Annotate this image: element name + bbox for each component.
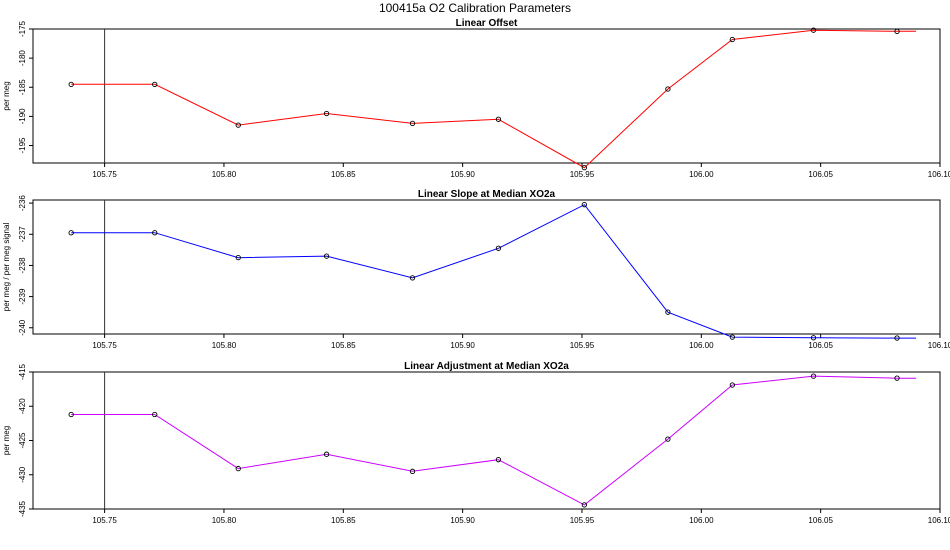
- plot-frame: [32, 371, 941, 510]
- data-point: [495, 457, 502, 463]
- x-tick-label: 105.85: [331, 341, 356, 350]
- y-tick-label: -435: [18, 500, 27, 517]
- data-point: [68, 230, 74, 236]
- panel-1: Linear Offset 105.75 105.80 105.85 105.90 105…: [2, 18, 950, 179]
- y-tick-label: -420: [18, 398, 27, 415]
- panel-title: Linear Offset: [456, 18, 518, 29]
- data-point: [581, 202, 588, 208]
- x-tick-label: 105.90: [450, 341, 475, 350]
- y-axis-label: per meg: [2, 81, 11, 110]
- data-point: [235, 122, 241, 128]
- x-tick-label: 105.90: [450, 170, 475, 179]
- y-tick-label: -239: [18, 288, 27, 305]
- data-point: [894, 335, 900, 341]
- y-tick-label: -190: [18, 108, 27, 125]
- x-tick-label: 106.05: [808, 516, 833, 525]
- series-line: [71, 29, 917, 169]
- data-point: [665, 86, 671, 92]
- data-point: [665, 436, 671, 442]
- x-tick-label: 105.95: [570, 170, 595, 179]
- y-tick-label: -180: [18, 50, 27, 67]
- x-tick-label: 105.95: [570, 516, 595, 525]
- y-tick-label: -185: [18, 79, 27, 96]
- data-point: [409, 120, 416, 127]
- panel-title: Linear Slope at Median XO2a: [418, 189, 556, 200]
- data-point: [323, 253, 330, 259]
- y-tick-label: -238: [18, 257, 27, 274]
- y-tick-label: -415: [18, 363, 27, 380]
- x-tick-label: 106.00: [689, 170, 714, 179]
- panel-2: Linear Slope at Median XO2a 105.75 105.80 1…: [2, 189, 950, 350]
- data-point: [810, 335, 817, 341]
- data-point: [894, 375, 900, 381]
- data-point: [323, 451, 330, 457]
- data-point: [235, 255, 241, 261]
- series-line: [71, 375, 917, 506]
- data-point: [495, 116, 502, 122]
- x-tick-label: 106.00: [689, 516, 714, 525]
- x-tick-label: 105.75: [92, 516, 117, 525]
- y-tick-label: -240: [18, 319, 27, 336]
- x-tick-label: 105.85: [331, 516, 356, 525]
- y-tick-label: -425: [18, 432, 27, 449]
- data-point: [235, 465, 241, 472]
- data-point: [729, 334, 735, 340]
- panel-title: Linear Adjustment at Median XO2a: [404, 361, 569, 372]
- x-tick-label: 105.75: [92, 341, 117, 350]
- data-point: [729, 382, 735, 388]
- plot-frame: [32, 28, 941, 164]
- data-point: [409, 468, 416, 474]
- data-point: [323, 110, 330, 117]
- data-point: [729, 36, 735, 43]
- data-point: [810, 373, 817, 379]
- y-axis-label: per meg: [2, 426, 11, 455]
- y-tick-label: -237: [18, 226, 27, 243]
- panel-3: Linear Adjustment at Median XO2a 105.75 10…: [2, 361, 950, 525]
- y-tick-label: -430: [18, 466, 27, 483]
- y-axis-label: per meg / per meg signal: [2, 223, 11, 312]
- x-tick-label: 106.10: [928, 516, 950, 525]
- data-point: [581, 502, 588, 508]
- data-point: [152, 81, 158, 87]
- data-point: [894, 28, 900, 34]
- data-point: [68, 411, 74, 418]
- y-tick-label: -236: [18, 195, 27, 212]
- data-point: [152, 411, 158, 418]
- x-tick-label: 105.95: [570, 341, 595, 350]
- x-tick-label: 105.90: [450, 516, 475, 525]
- x-tick-label: 105.80: [212, 341, 237, 350]
- series-line: [71, 204, 917, 339]
- x-tick-label: 106.00: [689, 341, 714, 350]
- data-point: [152, 230, 158, 236]
- data-point: [495, 245, 502, 251]
- data-point: [581, 165, 588, 171]
- data-point: [810, 27, 817, 33]
- x-tick-label: 105.85: [331, 170, 356, 179]
- chart-main-title: 100415a O2 Calibration Parameters: [378, 1, 572, 15]
- data-point: [665, 309, 671, 315]
- x-tick-label: 106.10: [928, 170, 950, 179]
- y-tick-label: -175: [18, 20, 27, 37]
- x-tick-label: 106.10: [928, 341, 950, 350]
- x-tick-label: 106.05: [808, 170, 833, 179]
- data-point: [409, 275, 416, 281]
- y-tick-label: -195: [18, 137, 27, 154]
- x-tick-label: 105.80: [212, 170, 237, 179]
- x-tick-label: 105.75: [92, 170, 117, 179]
- x-tick-label: 105.80: [212, 516, 237, 525]
- x-tick-label: 106.05: [808, 341, 833, 350]
- plot-frame: [32, 199, 941, 335]
- data-point: [68, 81, 74, 87]
